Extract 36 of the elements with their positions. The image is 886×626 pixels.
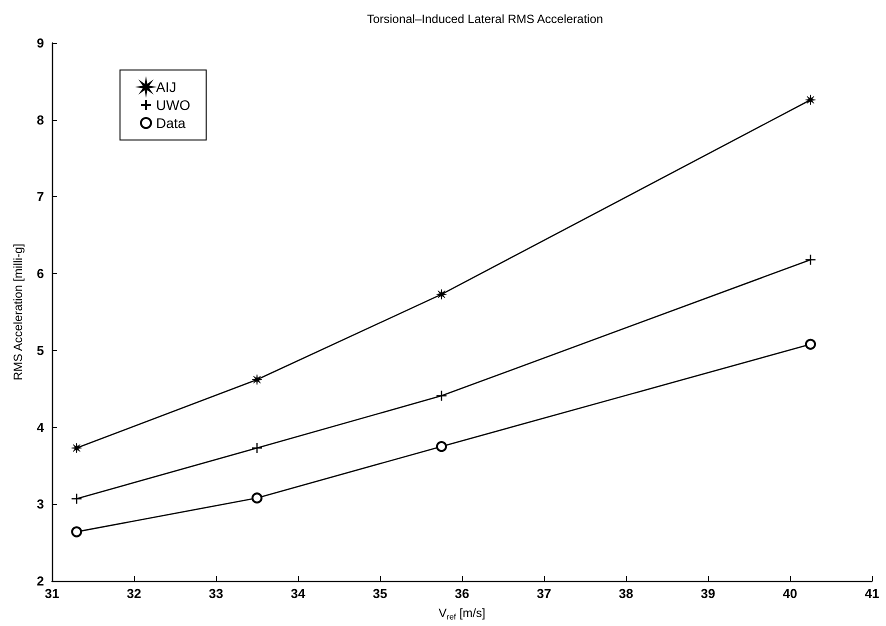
legend-label: UWO — [156, 97, 190, 113]
point — [251, 442, 263, 454]
point — [804, 254, 816, 266]
point — [252, 374, 262, 385]
y-tick-label: 5 — [36, 342, 44, 358]
point — [436, 289, 447, 300]
point — [70, 493, 82, 504]
legend-label: AIJ — [156, 79, 176, 95]
x-tick-label: 32 — [126, 586, 142, 601]
x-tick-label: 31 — [44, 586, 60, 601]
point — [71, 526, 82, 538]
x-tick-label: 37 — [536, 586, 552, 601]
legend-label: Data — [156, 115, 186, 131]
point — [805, 338, 816, 350]
point — [805, 94, 816, 106]
point — [71, 442, 82, 454]
y-tick-label: 2 — [36, 574, 44, 588]
x-tick-label: 36 — [454, 586, 470, 601]
point — [252, 492, 262, 504]
x-tick-label: 39 — [700, 586, 716, 601]
x-tick-label: 40 — [782, 586, 798, 601]
y-tick-label: 4 — [36, 420, 45, 435]
x-tick-label: 34 — [290, 586, 306, 601]
y-tick-label: 7 — [36, 189, 44, 204]
x-tick-label: 33 — [208, 586, 224, 601]
point — [436, 441, 447, 452]
y-tick-label: 9 — [36, 36, 44, 50]
y-tick-label: 6 — [36, 266, 44, 282]
chart-title: Torsional–Induced Lateral RMS Acceleration — [366, 12, 604, 26]
y-axis-title: RMS Acceleration [milli-g] — [11, 244, 25, 380]
x-tick-label: 38 — [618, 586, 634, 601]
point — [436, 390, 448, 402]
x-tick-label: 35 — [372, 586, 388, 601]
y-tick-label: 3 — [36, 496, 44, 512]
y-tick-label: 8 — [36, 112, 44, 128]
x-tick-label: 41 — [864, 586, 880, 601]
